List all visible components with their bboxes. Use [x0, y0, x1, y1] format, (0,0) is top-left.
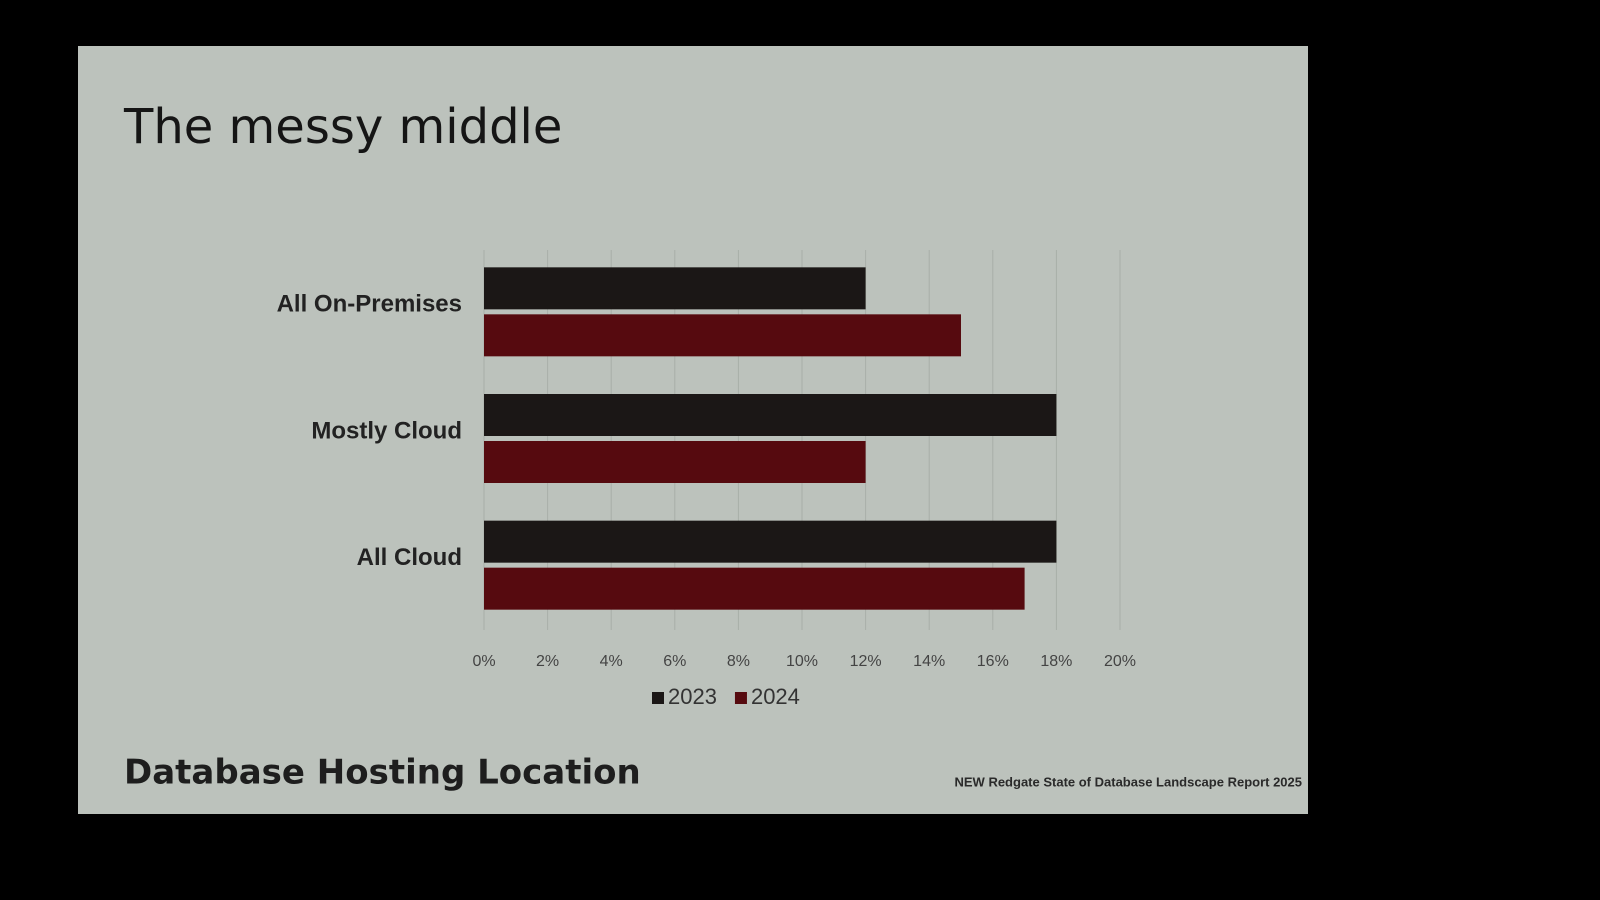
bar: [484, 520, 1057, 563]
x-tick-label: 20%: [1104, 653, 1136, 670]
legend-label: 2023: [668, 684, 717, 709]
x-tick-label: 0%: [472, 653, 495, 670]
chart-title: The messy middle: [123, 99, 562, 155]
legend-swatch: [652, 692, 664, 704]
x-tick-label: 14%: [913, 653, 945, 670]
x-tick-label: 18%: [1040, 653, 1072, 670]
source-note: NEW Redgate State of Database Landscape …: [955, 774, 1303, 789]
category-label: Mostly Cloud: [311, 417, 462, 444]
category-label: All On-Premises: [277, 291, 462, 318]
category-label: All Cloud: [357, 544, 462, 571]
chart-subtitle: Database Hosting Location: [124, 753, 641, 793]
x-tick-label: 2%: [536, 653, 559, 670]
bar: [484, 394, 1057, 436]
legend-swatch: [734, 692, 747, 704]
x-tick-label: 6%: [663, 653, 686, 670]
bar: [484, 314, 961, 357]
x-tick-label: 4%: [600, 653, 623, 670]
x-tick-label: 10%: [786, 653, 818, 670]
x-tick-label: 16%: [977, 653, 1009, 670]
bar: [484, 567, 1025, 610]
x-tick-label: 8%: [727, 653, 750, 670]
bar: [484, 267, 866, 310]
bar: [484, 441, 866, 483]
x-tick-label: 12%: [850, 653, 882, 670]
legend-label: 2024: [751, 684, 800, 709]
